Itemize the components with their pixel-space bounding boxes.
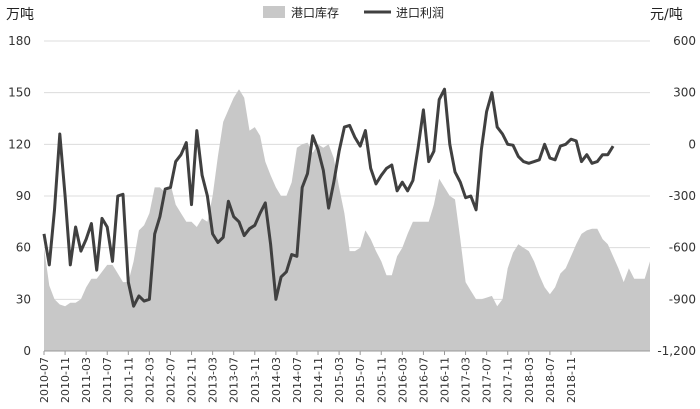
right-axis-unit: 元/吨 [650,7,683,23]
left-tick-label: 0 [23,344,31,358]
area-series-group [44,89,650,351]
left-axis-unit: 万吨 [6,7,34,23]
x-tick-label: 2015-11 [375,357,388,403]
x-tick-label: 2011-03 [80,357,93,403]
right-tick-label: -900 [669,292,696,306]
x-tick-label: 2014-07 [291,357,304,403]
x-tick-label: 2018-11 [565,357,578,403]
x-tick-label: 2016-03 [396,357,409,403]
x-tick-label: 2010-07 [38,357,51,403]
right-tick-label: -600 [669,241,696,255]
left-y-axis: 0 30 60 90 120 150 180 [8,34,31,358]
left-tick-label: 60 [16,241,31,255]
right-y-axis: -1,200 -900 -600 -300 0 300 600 [657,34,696,358]
x-tick-label: 2016-07 [417,357,430,403]
x-tick-label: 2014-03 [270,357,283,403]
right-tick-label: 0 [688,137,696,151]
x-tick-label: 2014-11 [312,357,325,403]
legend-label-area: 港口库存 [291,5,339,20]
left-tick-label: 180 [8,34,31,48]
x-tick-label: 2015-07 [354,357,367,403]
series-area-港口库存 [44,89,650,351]
x-tick-label: 2017-07 [481,357,494,403]
line-series-group [42,87,615,308]
x-tick-label: 2018-07 [544,357,557,403]
right-tick-label: -300 [669,189,696,203]
x-tick-label: 2011-07 [101,357,114,403]
legend-label-line: 进口利润 [396,6,444,20]
x-axis: 2010-07 2010-11 2011-03 2011-07 2011-11 2012-… [38,350,650,403]
right-tick-label: -1,200 [657,344,696,358]
right-tick-label: 600 [673,34,696,48]
left-tick-label: 120 [8,137,31,151]
right-tick-label: 300 [673,86,696,100]
x-tick-label: 2018-03 [523,357,536,403]
left-tick-label: 30 [16,292,31,306]
x-tick-label: 2012-03 [143,357,156,403]
series-line-进口利润 [42,87,615,308]
x-tick-label: 2017-03 [460,357,473,403]
x-tick-label: 2013-03 [207,357,220,403]
x-tick-label: 2016-11 [439,357,452,403]
x-tick-label: 2017-11 [502,357,515,403]
x-tick-label: 2013-07 [228,357,241,403]
x-tick-label: 2013-11 [249,357,262,403]
x-tick-label: 2010-11 [59,357,72,403]
legend-swatch-area [263,6,285,18]
left-tick-label: 150 [8,86,31,100]
x-tick-label: 2012-07 [165,357,178,403]
x-tick-label: 2011-11 [122,357,135,403]
x-tick-label: 2015-03 [333,357,346,403]
left-tick-label: 90 [16,189,31,203]
x-tick-label: 2012-11 [186,357,199,403]
legend: 港口库存 进口利润 [263,5,444,20]
